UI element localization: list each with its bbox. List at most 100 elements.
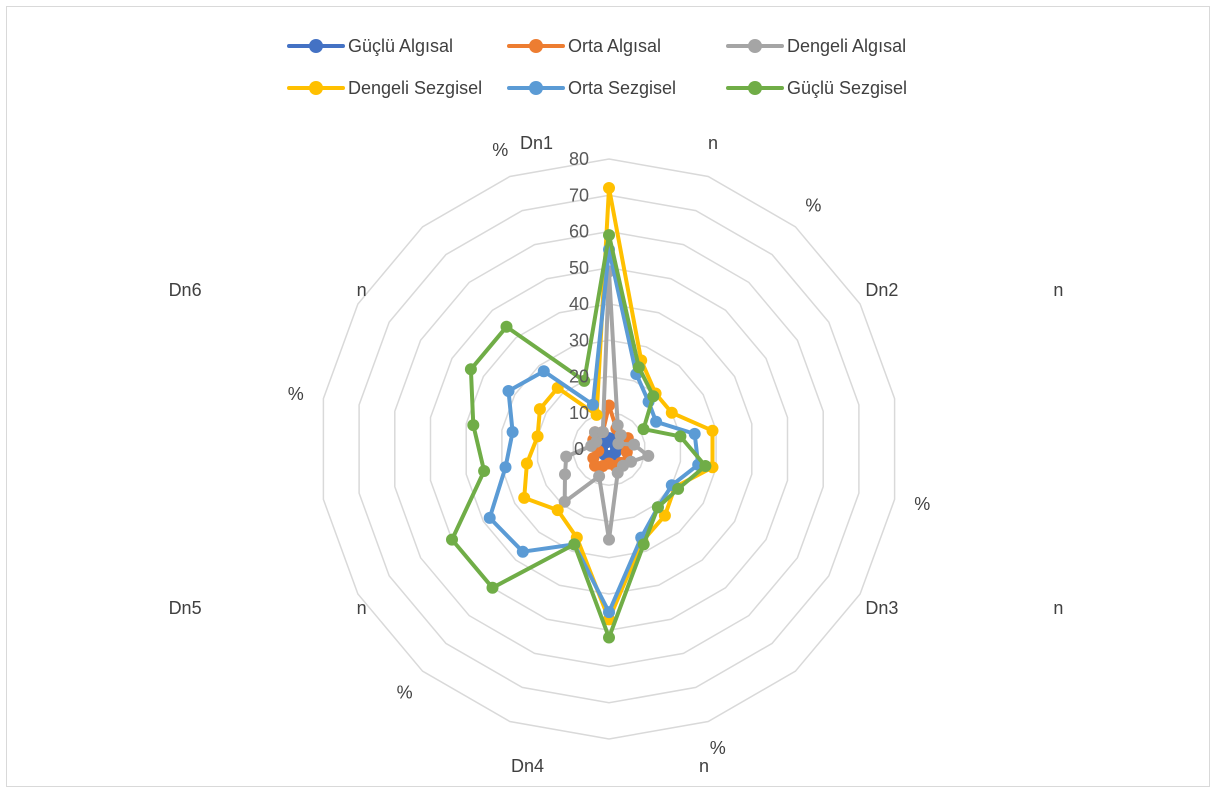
legend-swatch-orta-algisal <box>507 31 565 61</box>
category-label-11: % <box>397 683 413 703</box>
category-label-12: Dn5 n <box>169 598 367 618</box>
series-5-point-6 <box>672 482 685 495</box>
series-1-point-0 <box>603 399 615 412</box>
category-label-17: % <box>492 140 508 160</box>
series-4-point-3 <box>650 415 663 428</box>
series-0-point-17 <box>600 436 613 449</box>
series-2-point-5 <box>642 449 655 462</box>
legend-label-guclu-algisal: Güçlü Algısal <box>348 35 454 56</box>
legend-item-orta-sezgisel: Orta Sezgisel <box>507 73 676 103</box>
series-3-point-13 <box>520 457 533 470</box>
category-label-0: Dn1 n <box>520 133 718 153</box>
series-3-point-17 <box>590 408 603 421</box>
radar-tick-labels: 0 10 20 30 40 50 60 70 80 <box>569 149 589 459</box>
series-2-point-15 <box>590 435 603 448</box>
series-4-point-11 <box>516 545 529 558</box>
series-5-point-1 <box>632 361 645 374</box>
radar-category-labels: Dn1 n%Dn2 n%Dn3 n%Dn4 n%Dn5 n%Dn6 <box>169 133 1064 776</box>
category-label-3: Dn2 n <box>865 280 1063 300</box>
series-4-point-16 <box>537 365 550 378</box>
grid-ring-70 <box>358 194 860 704</box>
series-5-point-4 <box>674 430 687 443</box>
category-label-6: Dn3 n <box>865 598 1063 618</box>
series-2-point-13 <box>560 450 573 463</box>
legend-item-dengeli-sezgisel: Dengeli Sezgisel <box>287 73 482 103</box>
category-label-2: % <box>805 195 821 215</box>
series-3-point-15 <box>533 403 546 416</box>
tick-label-60: 60 <box>569 222 589 242</box>
legend-swatch-orta-sezgisel <box>507 73 565 103</box>
tick-label-10: 10 <box>569 403 589 423</box>
series-2-point-11 <box>558 495 571 508</box>
radar-grid <box>322 158 896 740</box>
series-5-point-8 <box>637 538 650 551</box>
series-3-point-11 <box>551 504 564 517</box>
legend-swatch-dengeli-sezgisel <box>287 73 345 103</box>
category-label-15: Dn6 n <box>169 280 367 300</box>
series-4-point-12 <box>483 511 496 524</box>
series-5-point-14 <box>467 419 480 432</box>
tick-label-80: 80 <box>569 149 589 169</box>
tick-label-20: 20 <box>569 367 589 387</box>
tick-label-0: 0 <box>574 439 584 459</box>
series-2-point-4 <box>628 438 640 451</box>
series-2-point-3 <box>612 437 625 450</box>
legend-row-1: Güçlü Algısal Orta Algısal Dengeli Algıs… <box>0 31 1216 61</box>
series-2-point-17 <box>596 426 609 438</box>
chart-area <box>6 6 1210 787</box>
series-3-point-4 <box>706 424 719 437</box>
series-3-point-12 <box>518 491 531 504</box>
series-5-point-16 <box>500 320 513 333</box>
category-label-14: % <box>288 384 304 404</box>
series-3-point-14 <box>531 430 544 443</box>
series-5-point-0 <box>603 229 615 242</box>
legend-swatch-guclu-algisal <box>287 31 345 61</box>
tick-label-40: 40 <box>569 294 589 314</box>
legend-label-orta-algisal: Orta Algısal <box>568 35 662 56</box>
legend-item-orta-algisal: Orta Algısal <box>507 31 661 61</box>
series-4-point-9 <box>603 606 615 619</box>
legend-label-dengeli-sezgisel: Dengeli Sezgisel <box>348 77 483 98</box>
series-4-point-17 <box>586 398 599 411</box>
series-2-point-9 <box>603 533 615 546</box>
series-5-point-11 <box>486 581 499 594</box>
legend-label-dengeli-algisal: Dengeli Algısal <box>787 35 907 56</box>
series-4-point-15 <box>502 385 515 397</box>
series-3-point-7 <box>658 509 671 522</box>
grid-ring-50 <box>429 267 789 632</box>
legend-swatch-dengeli-algisal <box>726 31 784 61</box>
legend-swatch-guclu-sezgisel <box>726 73 784 103</box>
series-5-point-2 <box>647 390 660 403</box>
series-5-point-15 <box>464 363 477 376</box>
series-5-point-9 <box>603 631 615 644</box>
grid-ring-30 <box>501 339 717 559</box>
series-5-point-13 <box>478 465 491 477</box>
series-2-point-1 <box>611 419 624 432</box>
tick-label-50: 50 <box>569 258 589 278</box>
series-2-point-12 <box>559 468 571 481</box>
series-4-point-4 <box>688 427 701 440</box>
tick-label-70: 70 <box>569 185 589 205</box>
series-4-point-13 <box>499 461 512 474</box>
legend-label-orta-sezgisel: Orta Sezgisel <box>568 77 677 98</box>
tick-label-30: 30 <box>569 330 589 350</box>
series-5-point-7 <box>651 501 664 514</box>
grid-ring-80 <box>322 158 896 740</box>
category-label-9: Dn4 n <box>511 756 709 776</box>
grid-ring-40 <box>465 303 753 595</box>
series-4-point-14 <box>506 426 519 438</box>
series-2-point-8 <box>611 466 624 479</box>
grid-ring-60 <box>394 230 824 668</box>
legend-item-dengeli-algisal: Dengeli Algısal <box>726 31 906 61</box>
series-3-point-0 <box>603 182 615 194</box>
legend-row-2: Dengeli Sezgisel Orta Sezgisel Güçlü Sez… <box>0 73 1216 103</box>
legend-item-guclu-sezgisel: Güçlü Sezgisel <box>726 73 907 103</box>
series-5-point-3 <box>637 423 650 436</box>
legend-item-guclu-algisal: Güçlü Algısal <box>287 31 453 61</box>
series-5-point-17 <box>578 374 591 387</box>
series-3-point-3 <box>665 406 678 419</box>
radar-series <box>446 182 719 644</box>
legend-label-guclu-sezgisel: Güçlü Sezgisel <box>787 77 908 98</box>
category-label-8: % <box>710 738 726 758</box>
